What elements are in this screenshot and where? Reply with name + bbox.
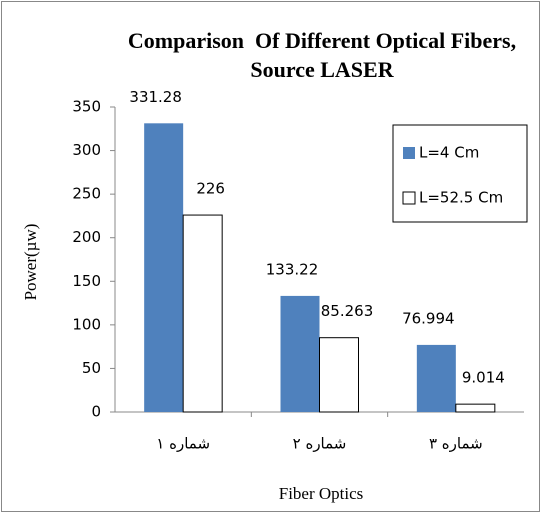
bar <box>455 403 496 413</box>
y-tick-label: 100 <box>72 315 101 333</box>
y-tick-label: 50 <box>82 359 101 377</box>
legend-swatch <box>403 147 415 159</box>
x-tick-label: شماره ۱ <box>156 435 210 453</box>
y-tick-label: 300 <box>72 141 101 159</box>
bar <box>182 214 223 413</box>
y-tick-label: 350 <box>72 98 101 116</box>
y-tick-label: 250 <box>72 185 101 203</box>
legend-label: L=52.5 Cm <box>419 189 503 207</box>
value-label: 226 <box>196 180 225 198</box>
bar <box>319 337 359 413</box>
y-tick-label: 200 <box>72 228 101 246</box>
value-label: 76.994 <box>402 309 455 327</box>
x-tick-label: شماره ۲ <box>293 435 347 453</box>
bar <box>280 295 320 412</box>
value-label: 9.014 <box>462 369 505 387</box>
x-axis-label: Fiber Optics <box>279 484 364 503</box>
legend-box <box>392 124 528 223</box>
y-axis-label: Power(µw) <box>21 224 40 301</box>
value-label: 85.263 <box>321 302 374 320</box>
legend-swatch <box>402 191 416 205</box>
y-tick-label: 150 <box>72 272 101 290</box>
bar <box>144 123 184 412</box>
value-label: 331.28 <box>129 88 182 106</box>
x-tick-label: شماره ۳ <box>429 435 483 453</box>
bar <box>416 344 456 412</box>
chart-title: Comparison Of Different Optical Fibers, … <box>127 28 522 82</box>
legend-label: L=4 Cm <box>419 144 479 162</box>
y-tick-label: 0 <box>91 403 101 421</box>
value-label: 133.22 <box>266 260 319 278</box>
